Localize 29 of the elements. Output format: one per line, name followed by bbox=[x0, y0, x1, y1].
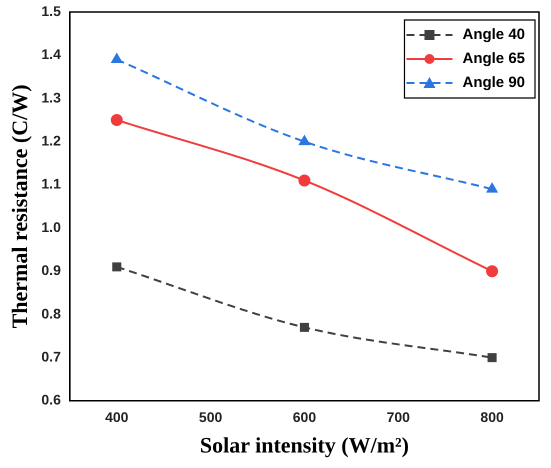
x-axis-title: Solar intensity (W/m²) bbox=[200, 432, 409, 458]
y-tick-label: 1.4 bbox=[41, 46, 62, 62]
point bbox=[111, 54, 122, 64]
point bbox=[486, 183, 498, 193]
y-tick-label: 1.5 bbox=[41, 2, 62, 19]
x-tick-label: 700 bbox=[386, 409, 410, 426]
y-tick-label: 0.8 bbox=[41, 305, 62, 322]
x-tick-label: 500 bbox=[198, 409, 222, 426]
x-tick-label: 800 bbox=[480, 409, 504, 426]
point bbox=[110, 114, 123, 126]
point bbox=[486, 265, 498, 278]
y-axis-title: Thermal resistance (C/W) bbox=[6, 84, 32, 328]
y-tick-label: 0.7 bbox=[41, 348, 62, 364]
x-tick-label: 600 bbox=[292, 409, 316, 426]
x-tick-label: 400 bbox=[105, 409, 129, 426]
y-tick-label: 0.6 bbox=[41, 392, 62, 408]
point bbox=[298, 174, 310, 186]
y-tick-label: 1.0 bbox=[41, 218, 62, 235]
legend-label: Angle 40 bbox=[462, 26, 526, 44]
point bbox=[488, 353, 497, 362]
point bbox=[299, 136, 310, 146]
point bbox=[300, 322, 309, 332]
y-tick-label: 1.3 bbox=[41, 89, 62, 106]
legend-label: Angle 90 bbox=[462, 74, 526, 92]
y-tick-label: 0.9 bbox=[41, 262, 62, 278]
y-tick-label: 1.1 bbox=[41, 176, 62, 192]
point bbox=[112, 262, 122, 272]
legend-label: Angle 65 bbox=[462, 50, 526, 68]
y-tick-label: 1.2 bbox=[41, 132, 62, 148]
